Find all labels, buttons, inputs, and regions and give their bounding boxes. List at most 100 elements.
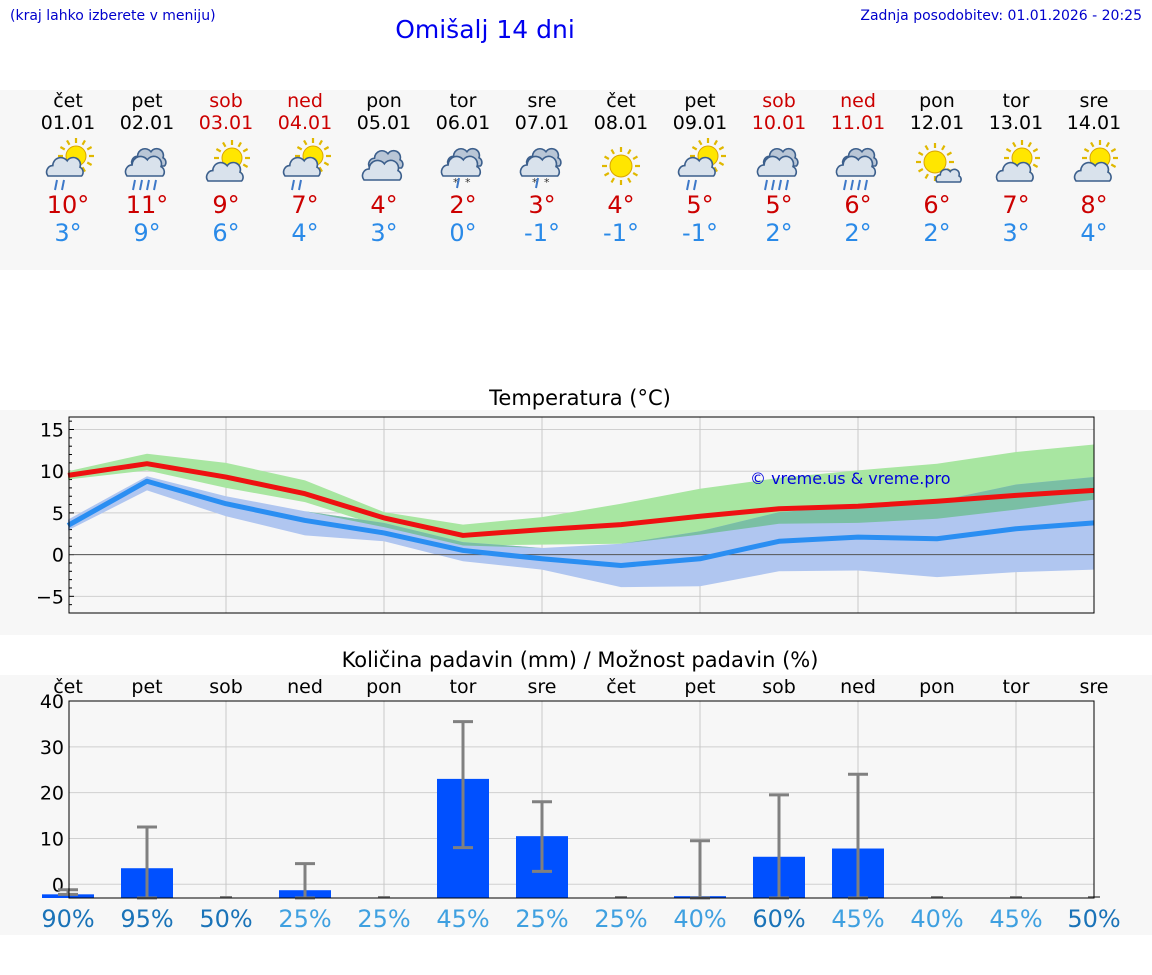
day-min-temp: 3° [370, 219, 398, 247]
y-tick-label: 10 [40, 461, 64, 483]
x-category-label: ned [840, 676, 876, 698]
precip-chance-label: 25% [515, 905, 568, 933]
day-max-temp: 7° [1002, 191, 1030, 219]
day-date: 05.01 [356, 112, 412, 134]
x-category-label: sre [1080, 676, 1109, 698]
precip-chance-label: 40% [673, 905, 726, 933]
day-max-temp: 6° [844, 191, 872, 219]
day-min-temp: 6° [212, 219, 240, 247]
day-column: pet 09.01 5° -1° [660, 90, 740, 247]
temperature-chart: 15 10 5 0 −5 © vreme.us & vreme.pro [36, 416, 1095, 614]
day-date: 09.01 [672, 112, 728, 134]
day-name: pet [684, 90, 716, 112]
day-column: sob 03.01 9° 6° [186, 90, 266, 247]
svg-text:*: * [532, 176, 538, 189]
day-date: 06.01 [435, 112, 491, 134]
x-category-label: sob [762, 676, 796, 698]
day-name: tor [449, 90, 477, 112]
precip-chance-label: 40% [910, 905, 963, 933]
day-column: pet 02.01 11° 9° [107, 90, 187, 247]
day-min-temp: 2° [765, 219, 793, 247]
temp-range-overlap-band [68, 476, 1094, 548]
max-temp-line [67, 461, 1095, 538]
page-title: Omišalj 14 dni [395, 15, 575, 44]
sun-cloud-icon [1073, 140, 1118, 182]
sun-cloud-icon [205, 140, 250, 182]
day-name: pon [919, 90, 955, 112]
svg-text:*: * [544, 176, 550, 189]
day-date: 07.01 [514, 112, 570, 134]
x-category-label: tor [1003, 676, 1030, 698]
precip-chance-label: 25% [357, 905, 410, 933]
location-hint[interactable]: (kraj lahko izberete v meniju) [10, 8, 216, 24]
day-name: sre [1079, 90, 1109, 112]
y-tick-label: −5 [36, 586, 64, 608]
x-category-label: čet [606, 676, 636, 698]
precip-error-bar [58, 888, 78, 896]
precip-chance-label: 45% [436, 905, 489, 933]
day-name: ned [287, 90, 323, 112]
day-max-temp: 5° [765, 191, 793, 219]
x-category-label: sob [209, 676, 243, 698]
precip-chance-label: 95% [120, 905, 173, 933]
sun-cloud-rain-icon [282, 138, 331, 191]
x-category-label: sre [528, 676, 557, 698]
x-category-label: pon [366, 676, 402, 698]
precip-bar [42, 894, 94, 898]
precip-chance-label: 90% [41, 905, 94, 933]
day-name: sob [762, 90, 796, 112]
day-date: 01.01 [40, 112, 96, 134]
day-max-temp: 8° [1080, 191, 1108, 219]
day-min-temp: 9° [133, 219, 161, 247]
day-date: 11.01 [830, 112, 886, 134]
x-category-label: čet [53, 676, 83, 698]
y-tick-label: 10 [40, 828, 64, 850]
day-min-temp: 2° [923, 219, 951, 247]
y-tick-label: 15 [40, 420, 64, 442]
day-column: tor 06.01 * * 2° 0° [423, 90, 503, 247]
svg-text:*: * [453, 176, 459, 189]
y-tick-label: 40 [40, 691, 64, 713]
temperature-chart-title: Temperatura (°C) [489, 386, 671, 410]
day-name: tor [1002, 90, 1030, 112]
day-max-temp: 4° [607, 191, 635, 219]
day-column: tor 13.01 7° 3° [976, 90, 1056, 247]
sun-cloud-rain-icon [677, 138, 726, 191]
day-date: 12.01 [909, 112, 965, 134]
precip-chance-label: 25% [594, 905, 647, 933]
day-column: ned 04.01 7° 4° [265, 90, 345, 247]
sun-icon [602, 147, 640, 185]
day-max-temp: 7° [291, 191, 319, 219]
svg-text:*: * [465, 176, 471, 189]
day-min-temp: -1° [682, 219, 718, 247]
day-max-temp: 9° [212, 191, 240, 219]
day-column: ned 11.01 6° 2° [818, 90, 898, 247]
day-min-temp: 4° [1080, 219, 1108, 247]
precip-chance-label: 25% [278, 905, 331, 933]
watermark: © vreme.us & vreme.pro [750, 469, 951, 488]
day-name: čet [53, 90, 83, 112]
day-min-temp: 3° [54, 219, 82, 247]
day-date: 08.01 [593, 112, 649, 134]
precip-chance-label: 60% [752, 905, 805, 933]
y-tick-label: 0 [52, 545, 64, 567]
day-name: sob [209, 90, 243, 112]
last-updated: Zadnja posodobitev: 01.01.2026 - 20:25 [860, 8, 1142, 24]
precip-chance-label: 45% [831, 905, 884, 933]
day-date: 10.01 [751, 112, 807, 134]
day-date: 04.01 [277, 112, 333, 134]
day-min-temp: -1° [603, 219, 639, 247]
day-name: pon [366, 90, 402, 112]
y-tick-label: 20 [40, 783, 64, 805]
cloud-heavy-rain-icon [124, 147, 167, 191]
day-max-temp: 4° [370, 191, 398, 219]
day-date: 13.01 [988, 112, 1044, 134]
day-max-temp: 11° [125, 191, 169, 219]
day-column: sob 10.01 5° 2° [739, 90, 819, 247]
precipitation-chart-title: Količina padavin (mm) / Možnost padavin … [341, 648, 819, 672]
x-category-label: pet [684, 676, 715, 698]
day-max-temp: 5° [686, 191, 714, 219]
cloud-heavy-rain-icon [835, 147, 878, 191]
x-category-label: tor [450, 676, 477, 698]
